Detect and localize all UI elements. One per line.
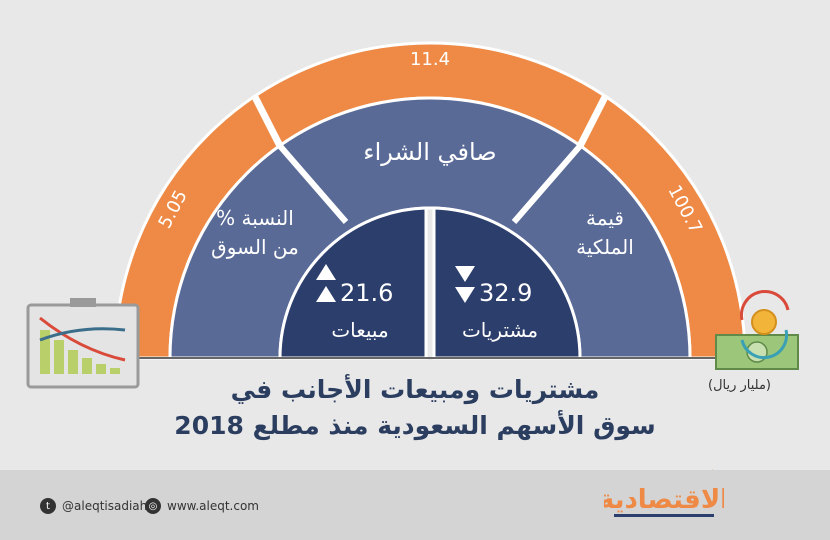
money-coin-icon: [715, 289, 799, 370]
ring-divider: [250, 93, 284, 148]
purchases-value: 32.9: [479, 279, 532, 307]
purchases-label: مشتريات: [462, 318, 538, 342]
net-buying-label: صافي الشراء: [363, 138, 496, 166]
down-arrow-icon: [455, 287, 475, 303]
inner-purchases-segment: [432, 206, 582, 360]
sales-value: 21.6: [340, 279, 393, 307]
unit-label: (مليار ريال): [708, 378, 772, 393]
twitter-icon: t: [40, 498, 56, 514]
globe-icon: ◎: [145, 498, 161, 514]
outer-top-value: 11.4: [410, 49, 450, 70]
up-arrow-icon: [316, 264, 336, 280]
logo-text: الاقتصادية: [604, 485, 724, 515]
title-line-1: مشتريات ومبيعات الأجانب في: [230, 375, 600, 404]
up-arrow-icon: [316, 286, 336, 302]
website-link[interactable]: ◎ www.aleqt.com: [145, 498, 259, 514]
ownership-label-line2: الملكية: [576, 235, 634, 259]
ring-divider: [576, 93, 610, 148]
pct-label-line1: النسبة %: [216, 206, 294, 230]
pct-label-line2: من السوق: [211, 235, 299, 259]
clipboard-chart-icon: [26, 298, 140, 389]
footer-bar: [0, 470, 830, 540]
sales-label: مبيعات: [331, 318, 388, 342]
title-line-2: سوق الأسهم السعودية منذ مطلع 2018: [174, 411, 656, 440]
ring-divider: [277, 144, 349, 224]
aleqtisadiah-logo: الاقتصادية: [604, 485, 724, 517]
infographic-title: مشتريات ومبيعات الأجانب في سوق الأسهم ال…: [150, 372, 680, 444]
inner-sales-segment: [278, 206, 428, 360]
twitter-handle[interactable]: t @aleqtisadiah: [40, 498, 147, 514]
website-text: www.aleqt.com: [167, 499, 259, 513]
down-arrow-icon: [455, 266, 475, 282]
twitter-handle-text: @aleqtisadiah: [62, 499, 148, 513]
ring-divider: [511, 144, 583, 224]
ownership-label-line1: قيمة: [586, 206, 624, 230]
